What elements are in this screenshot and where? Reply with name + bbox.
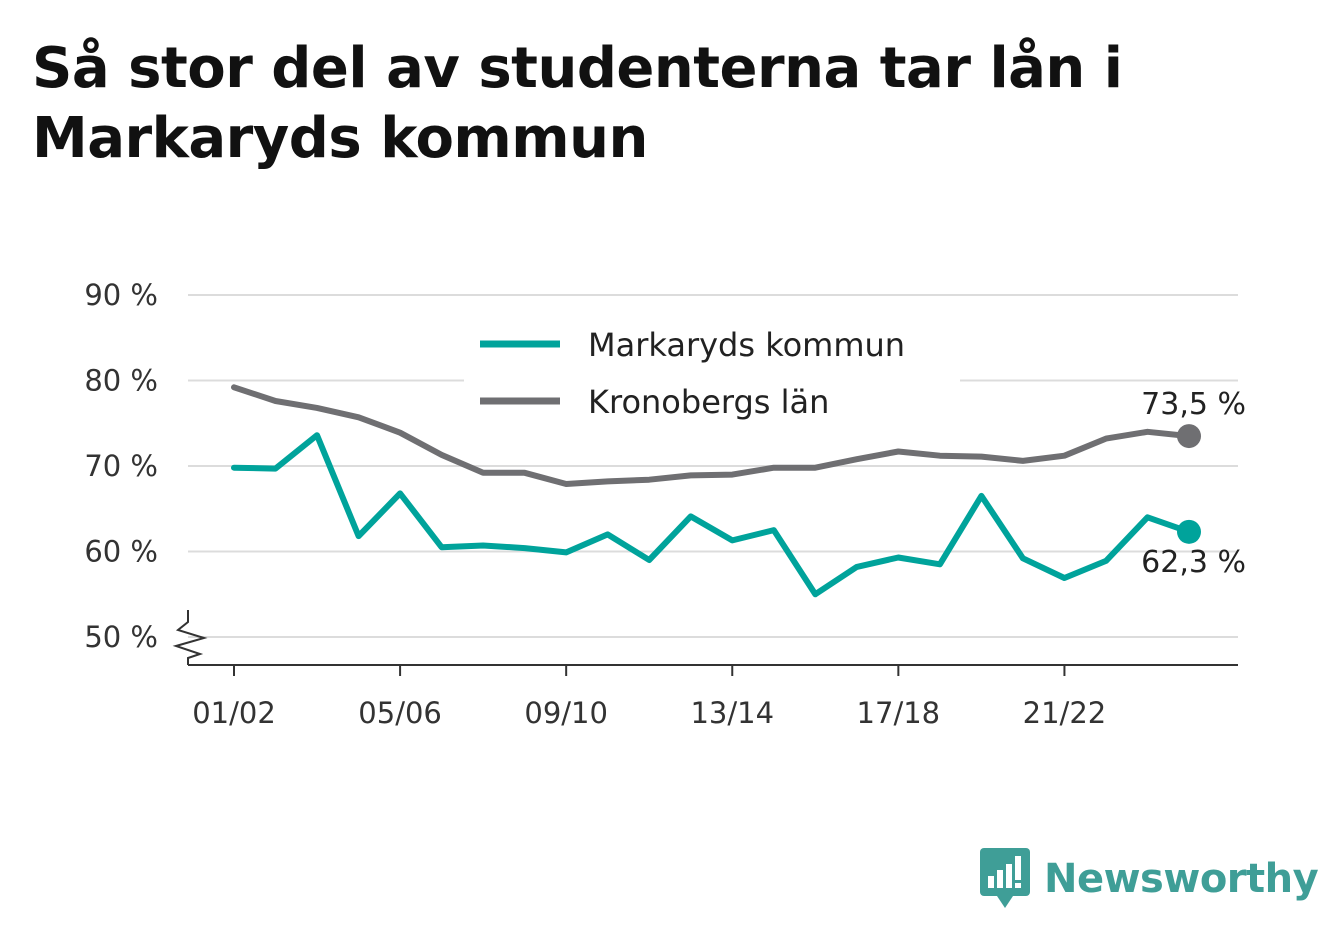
y-tick-label: 70 % <box>84 449 158 483</box>
legend: Markaryds kommun Kronobergs län <box>464 316 960 434</box>
y-tick-label: 80 % <box>84 364 158 398</box>
legend-background <box>464 316 960 434</box>
grid-lines <box>188 294 1238 638</box>
series-end-marker-0 <box>1177 519 1201 544</box>
end-label: 73,5 % <box>1141 387 1246 422</box>
y-tick-label: 50 % <box>84 620 158 654</box>
series-lines <box>231 384 1201 598</box>
bar-chart-speech-bubble-icon <box>980 848 1030 908</box>
x-tick-label: 09/10 <box>524 696 608 730</box>
y-tick-label: 60 % <box>84 535 158 569</box>
axis-break-mark <box>172 610 208 665</box>
brand-logo: Newsworthy <box>980 848 1319 910</box>
brand-name: Newsworthy <box>1044 856 1319 902</box>
x-tick-label: 13/14 <box>690 696 774 730</box>
legend-entry: Markaryds kommun <box>588 326 905 364</box>
series-line-0 <box>231 432 1192 598</box>
end-labels: 62,3 % 73,5 % <box>1141 387 1246 580</box>
legend-entry: Kronobergs län <box>588 383 829 421</box>
x-tick-label: 05/06 <box>358 696 442 730</box>
x-tick-label: 01/02 <box>192 696 276 730</box>
y-tick-label: 90 % <box>84 278 158 312</box>
series-end-marker-1 <box>1177 424 1201 449</box>
chart-title: Så stor del av studenterna tar lån i Mar… <box>32 36 1123 171</box>
y-axis-tick-labels: 50 % 60 % 70 % 80 % 90 % <box>84 278 158 654</box>
x-tick-label: 17/18 <box>857 696 941 730</box>
x-axis-tick-labels: 01/02 05/06 09/10 13/14 17/18 21/22 <box>192 665 1106 730</box>
x-tick-label: 21/22 <box>1023 696 1107 730</box>
end-label: 62,3 % <box>1141 545 1246 580</box>
x-axis <box>172 610 1238 666</box>
series-line-1 <box>231 384 1192 487</box>
